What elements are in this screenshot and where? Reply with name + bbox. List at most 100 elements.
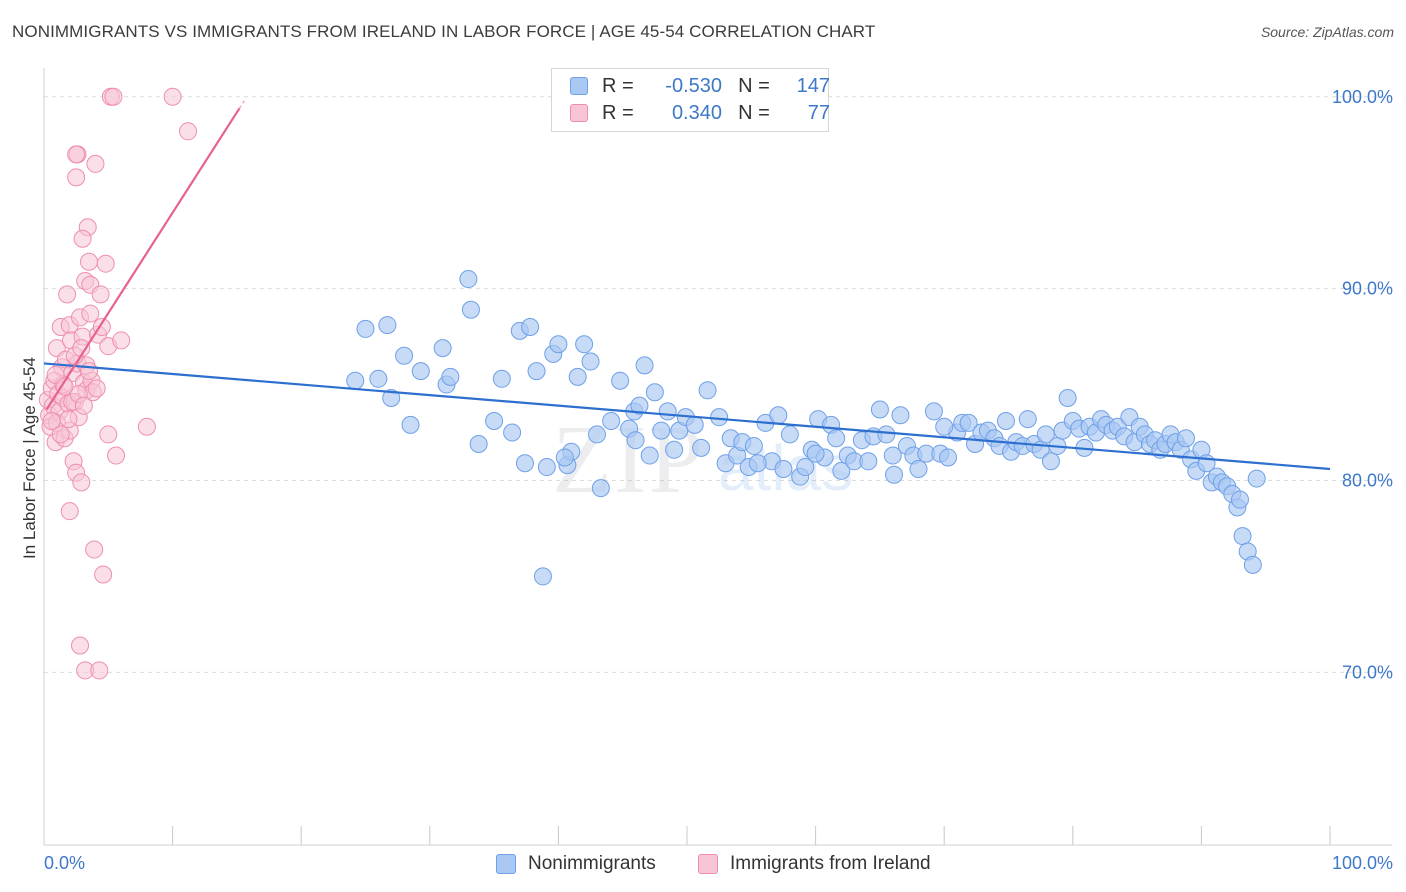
pink-point — [80, 252, 99, 271]
blue-point — [537, 458, 556, 477]
blue-point — [870, 400, 889, 419]
x-tick-label-start: 0.0% — [44, 853, 85, 873]
blue-point — [1041, 452, 1060, 471]
y-tick-label: 70.0% — [1342, 662, 1393, 682]
blue-point — [1247, 469, 1266, 488]
legend-swatch-blue — [570, 77, 588, 95]
legend-label: Nonimmigrants — [528, 853, 656, 874]
blue-point — [411, 362, 430, 381]
pink-point — [72, 473, 91, 492]
legend-label: Immigrants from Ireland — [730, 853, 931, 874]
pink-point — [55, 377, 74, 396]
pink-point — [112, 331, 131, 350]
blue-point — [859, 452, 878, 471]
blue-point — [382, 388, 401, 407]
blue-point — [827, 429, 846, 448]
blue-point — [658, 402, 677, 421]
pink-point — [80, 362, 99, 381]
blue-point — [1233, 527, 1252, 546]
blue-point — [378, 316, 397, 335]
blue-point — [744, 436, 763, 455]
blue-point — [369, 369, 388, 388]
blue-point — [395, 346, 414, 365]
grid-lines — [44, 96, 1392, 673]
blue-point — [1018, 410, 1037, 429]
r-value: 0.340 — [671, 101, 722, 124]
trend-lines — [43, 99, 1331, 471]
pink-point — [179, 122, 198, 141]
blue-point — [748, 454, 767, 473]
blue-point — [935, 417, 954, 436]
blue-point — [626, 431, 645, 450]
blue-point — [356, 319, 375, 338]
blue-point — [1036, 425, 1055, 444]
y-tick-label: 100.0% — [1332, 87, 1393, 107]
pink-point — [58, 285, 77, 304]
axes — [43, 68, 1392, 846]
pink-point — [87, 379, 106, 398]
blue-point — [346, 371, 365, 390]
blue-point — [883, 446, 902, 465]
pink-trend-extension — [238, 99, 246, 109]
blue-point — [503, 423, 522, 442]
blue-point — [710, 408, 729, 427]
blue-point — [1230, 490, 1249, 509]
r-label: R = — [602, 101, 634, 124]
blue-point — [527, 362, 546, 381]
stats-legend: R = -0.530 N = 147 R = 0.340 N = 77 — [551, 68, 830, 132]
r-label: R = — [602, 74, 634, 97]
blue-point — [568, 367, 587, 386]
blue-point — [521, 318, 540, 336]
legend-item-ireland[interactable]: Immigrants from Ireland — [698, 852, 931, 876]
x-tick-labels: 0.0% 100.0% — [44, 853, 1393, 873]
pink-point — [71, 636, 90, 655]
blue-point — [441, 367, 460, 386]
blue-point — [909, 459, 928, 478]
pink-point — [96, 254, 115, 273]
blue-point — [1176, 429, 1195, 448]
blue-point — [806, 444, 825, 463]
blue-trend-line — [43, 362, 1331, 471]
blue-point — [645, 383, 664, 402]
blue-point — [692, 438, 711, 457]
source-label: Source: ZipAtlas.com — [1260, 24, 1394, 40]
pink-point — [107, 446, 126, 465]
n-value: 147 — [796, 74, 830, 97]
pink-point — [99, 425, 118, 444]
pink-point — [94, 565, 113, 584]
blue-point — [401, 415, 420, 434]
blue-point — [996, 412, 1015, 431]
blue-point — [611, 371, 630, 390]
blue-point — [630, 396, 649, 415]
pink-point — [91, 285, 110, 304]
blue-point — [587, 425, 606, 444]
y-tick-labels: 70.0% 80.0% 90.0% 100.0% — [1332, 87, 1393, 683]
x-tick-label-end: 100.0% — [1332, 853, 1393, 873]
y-axis-label: In Labor Force | Age 45-54 — [20, 357, 39, 559]
r-value: -0.530 — [665, 74, 722, 97]
pink-trend-line — [45, 107, 241, 411]
legend-item-nonimmigrants[interactable]: Nonimmigrants — [496, 852, 656, 876]
blue-point — [433, 339, 452, 358]
legend-row-ireland: R = 0.340 N = 77 — [570, 100, 830, 126]
blue-point — [832, 461, 851, 480]
blue-point — [549, 335, 568, 354]
legend-swatch-pink — [570, 104, 588, 122]
y-tick-label: 90.0% — [1342, 279, 1393, 299]
blue-point — [635, 356, 654, 375]
blue-point — [575, 335, 594, 354]
blue-point — [602, 412, 621, 431]
blue-point — [685, 415, 704, 434]
blue-point — [780, 425, 799, 444]
legend-swatch-blue — [496, 854, 516, 874]
blue-point — [469, 435, 488, 454]
blue-point — [515, 454, 534, 473]
pink-point — [86, 154, 105, 173]
chart-title: NONIMMIGRANTS VS IMMIGRANTS FROM IRELAND… — [12, 22, 876, 41]
pink-point — [163, 87, 182, 106]
blue-point — [581, 352, 600, 371]
blue-point — [1058, 388, 1077, 407]
blue-point — [877, 425, 896, 444]
blue-point — [769, 406, 788, 425]
n-value: 77 — [807, 101, 830, 124]
